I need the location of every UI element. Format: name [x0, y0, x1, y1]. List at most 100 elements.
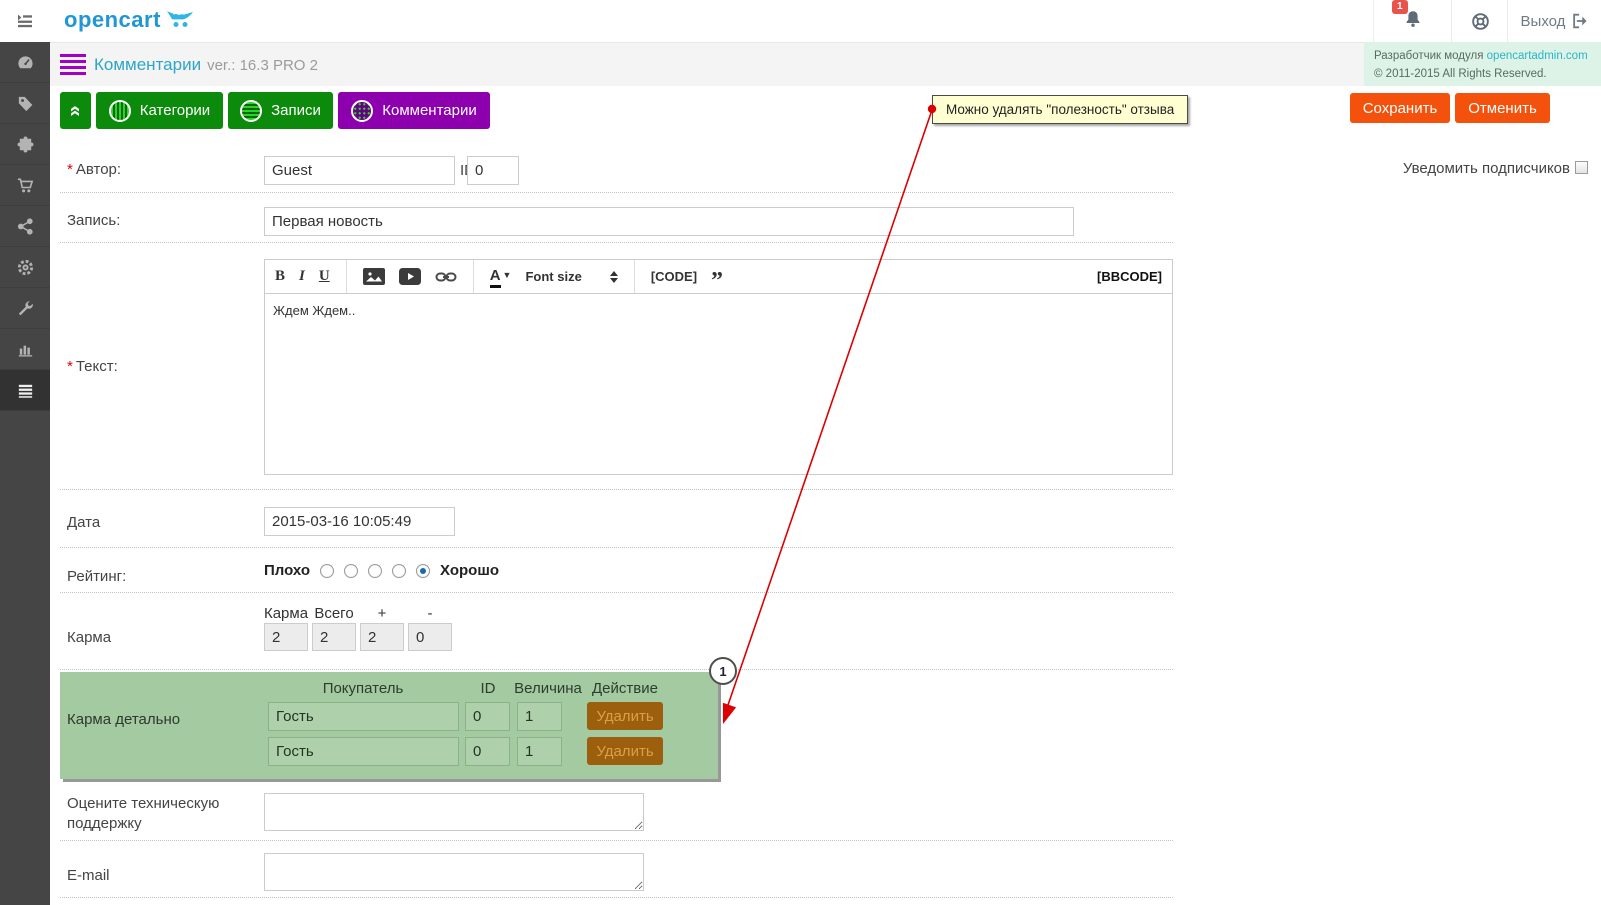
sidebar-item-catalog[interactable]: [0, 83, 50, 124]
rating-radio-3[interactable]: [368, 563, 383, 578]
cancel-button[interactable]: Отменить: [1455, 93, 1550, 123]
sidebar-nav: [0, 42, 50, 905]
row-separator: [60, 840, 1173, 841]
karma-detail-label: Карма детально: [67, 711, 181, 728]
developer-link[interactable]: opencartadmin.com: [1486, 50, 1588, 62]
karma-detail-header-id: ID: [480, 680, 496, 697]
developer-info-box: Разработчик модуля opencartadmin.com © 2…: [1364, 42, 1601, 86]
menu-toggle-icon: [18, 14, 32, 28]
italic-button[interactable]: I: [299, 268, 305, 284]
karma-header-plus: +: [377, 605, 387, 622]
rating-control: Плохо Хорошо: [264, 562, 499, 579]
insert-video-button[interactable]: [398, 268, 421, 285]
logout-label: Выход: [1520, 12, 1566, 30]
annotation-tooltip: Можно удалять "полезность" отзыва: [932, 95, 1189, 124]
logout-button[interactable]: Выход: [1507, 0, 1601, 42]
karma-plus-input[interactable]: [360, 623, 404, 651]
editor-content[interactable]: Ждем Ждем..: [273, 303, 356, 318]
color-bar: [489, 284, 502, 288]
notification-badge: 1: [1392, 0, 1408, 14]
insert-link-button[interactable]: [435, 270, 457, 284]
rating-radio-4[interactable]: [392, 563, 407, 578]
categories-label: Категории: [139, 102, 211, 119]
row-separator: [60, 547, 1173, 548]
karma-detail-id-input[interactable]: [465, 702, 510, 731]
delete-karma-button[interactable]: Удалить: [587, 702, 663, 730]
notify-subscribers-checkbox[interactable]: [1575, 161, 1588, 174]
puzzle-icon: [17, 136, 33, 152]
rating-min-label: Плохо: [264, 562, 311, 579]
developer-prefix: Разработчик модуля: [1374, 50, 1484, 62]
font-color-button[interactable]: A ▼: [489, 267, 511, 288]
underline-button[interactable]: U: [318, 268, 330, 284]
text-label: * Текст:: [67, 358, 118, 375]
notifications-button[interactable]: 1: [1373, 0, 1452, 42]
sidebar-item-tools[interactable]: [0, 288, 50, 329]
life-ring-icon: [1471, 12, 1489, 30]
dashboard-icon: [17, 55, 33, 68]
posts-button[interactable]: Записи: [228, 92, 333, 129]
quote-button[interactable]: ”: [711, 267, 724, 294]
author-input[interactable]: [264, 156, 455, 185]
code-button[interactable]: [CODE]: [650, 269, 698, 284]
email-textarea[interactable]: [264, 853, 644, 891]
delete-karma-button[interactable]: Удалить: [587, 737, 663, 765]
rating-label: Рейтинг:: [67, 568, 127, 585]
page-title: Комментарии ver.: 16.3 PRO 2: [94, 55, 318, 75]
module-menu-icon[interactable]: [60, 54, 86, 75]
toolbar-separator: [633, 260, 635, 293]
posts-icon: [240, 99, 263, 122]
author-id-input[interactable]: [467, 156, 519, 185]
sidebar-item-sales[interactable]: [0, 165, 50, 206]
font-size-spinner[interactable]: [609, 270, 618, 283]
rating-radio-2[interactable]: [344, 563, 359, 578]
karma-label: Карма: [67, 629, 112, 646]
categories-icon: [108, 99, 131, 122]
categories-button[interactable]: Категории: [96, 92, 223, 129]
karma-minus-input[interactable]: [408, 623, 452, 651]
karma-value-input[interactable]: [264, 623, 308, 651]
karma-detail-buyer-input[interactable]: [268, 737, 459, 766]
sidebar-item-reports[interactable]: [0, 329, 50, 370]
entry-input[interactable]: [264, 207, 1074, 236]
opencart-logo: opencart: [64, 7, 195, 33]
karma-detail-buyer-input[interactable]: [268, 702, 459, 731]
date-input[interactable]: [264, 507, 455, 536]
font-size-control[interactable]: Font size: [525, 269, 618, 284]
comments-button[interactable]: Комментарии: [338, 92, 490, 129]
annotation-marker: 1: [709, 657, 737, 685]
karma-detail-header-buyer: Покупатель: [322, 680, 404, 697]
toolbar-separator: [345, 260, 347, 293]
save-button[interactable]: Сохранить: [1350, 93, 1450, 123]
copyright-text: © 2011-2015 All Rights Reserved.: [1374, 67, 1547, 80]
video-icon: [398, 268, 421, 285]
share-icon: [17, 217, 33, 235]
karma-detail-block: Карма детально Покупатель ID Величина Де…: [60, 672, 718, 779]
rating-radio-1[interactable]: [320, 563, 335, 578]
sidebar-item-marketing[interactable]: [0, 206, 50, 247]
tag-icon: [18, 96, 32, 111]
sidebar-item-extensions[interactable]: [0, 124, 50, 165]
karma-detail-amount-input[interactable]: [517, 737, 562, 766]
bold-button[interactable]: B: [275, 268, 286, 284]
comments-icon: [351, 99, 374, 122]
top-bar: opencart 1: [0, 0, 1601, 43]
bbcode-toggle[interactable]: [BBCODE]: [1097, 269, 1162, 284]
image-icon: [362, 268, 385, 285]
logout-icon: [1573, 13, 1588, 29]
sidebar-item-comments-module[interactable]: [0, 370, 50, 411]
sidebar-item-settings[interactable]: [0, 247, 50, 288]
logo-text: opencart: [64, 7, 161, 32]
karma-total-input[interactable]: [312, 623, 356, 651]
insert-image-button[interactable]: [362, 268, 385, 285]
sidebar-item-dashboard[interactable]: [0, 42, 50, 83]
help-button[interactable]: [1451, 0, 1508, 42]
sidebar-toggle-button[interactable]: [0, 0, 50, 42]
wrench-icon: [18, 300, 33, 315]
karma-detail-id-input[interactable]: [465, 737, 510, 766]
support-textarea[interactable]: [264, 793, 644, 831]
karma-detail-amount-input[interactable]: [517, 702, 562, 731]
rating-radio-5[interactable]: [416, 563, 431, 578]
collapse-button[interactable]: «: [60, 92, 91, 129]
